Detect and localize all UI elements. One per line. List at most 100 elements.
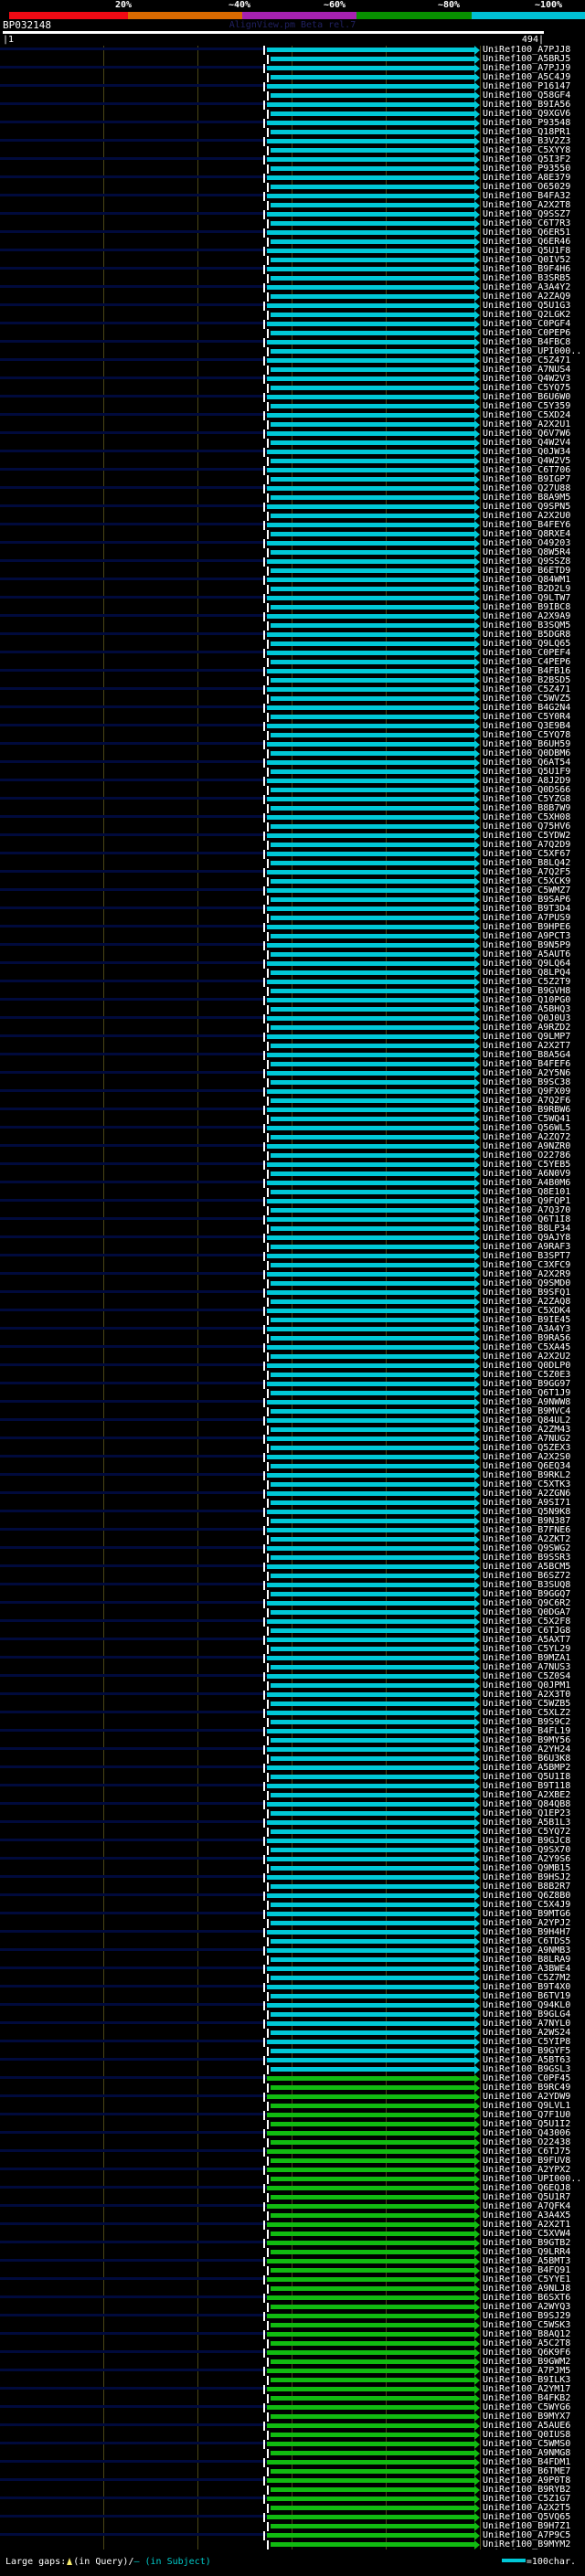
hsp-bar[interactable] [271, 2524, 474, 2528]
subject-label[interactable]: UniRef100_Q8LPQ4 [483, 968, 571, 978]
hsp-bar[interactable] [271, 2122, 474, 2126]
hsp-bar[interactable] [271, 2158, 474, 2163]
alignment-row[interactable]: UniRef100_Q43006 [0, 2128, 585, 2138]
hsp-bar[interactable] [267, 1272, 474, 1277]
alignment-row[interactable]: UniRef100_Q0DLP0 [0, 1361, 585, 1371]
alignment-row[interactable]: UniRef100_Q18PR1 [0, 127, 585, 137]
alignment-row[interactable]: UniRef100_UPI000.. [0, 2174, 585, 2184]
subject-label[interactable]: UniRef100_Q5U1I2 [483, 2119, 571, 2129]
subject-label[interactable]: UniRef100_Q84UL2 [483, 1415, 571, 1426]
subject-label[interactable]: UniRef100_C5YZG8 [483, 794, 571, 804]
alignment-row[interactable]: UniRef100_A7NUS4 [0, 365, 585, 375]
alignment-row[interactable]: UniRef100_A4B0M6 [0, 1178, 585, 1188]
subject-label[interactable]: UniRef100_A2ZAQ8 [483, 1297, 571, 1307]
alignment-row[interactable]: UniRef100_A2XBE2 [0, 1790, 585, 1800]
subject-label[interactable]: UniRef100_C5Z7M2 [483, 1973, 571, 1983]
subject-label[interactable]: UniRef100_B4FA32 [483, 191, 571, 201]
alignment-row[interactable]: UniRef100_B9GLG4 [0, 2009, 585, 2019]
hsp-bar[interactable] [271, 1354, 474, 1359]
hsp-bar[interactable] [271, 1519, 474, 1523]
alignment-row[interactable]: UniRef100_C5YEB5 [0, 1160, 585, 1170]
hsp-bar[interactable] [271, 934, 474, 938]
alignment-row[interactable]: UniRef100_Q0JPM1 [0, 1680, 585, 1691]
hsp-bar[interactable] [267, 504, 474, 509]
subject-label[interactable]: UniRef100_Q0DLP0 [483, 1361, 571, 1371]
subject-label[interactable]: UniRef100_Q5I3F2 [483, 154, 571, 164]
alignment-row[interactable]: UniRef100_A9SI71 [0, 1498, 585, 1508]
alignment-row[interactable]: UniRef100_C4PEP6 [0, 657, 585, 667]
hsp-bar[interactable] [267, 2350, 474, 2355]
hsp-bar[interactable] [271, 2487, 474, 2492]
alignment-row[interactable]: UniRef100_UPI000.. [0, 346, 585, 356]
subject-label[interactable]: UniRef100_C5XVW4 [483, 2229, 571, 2239]
hsp-bar[interactable] [267, 559, 474, 564]
subject-label[interactable]: UniRef100_A9SI71 [483, 1498, 571, 1508]
alignment-row[interactable]: UniRef100_C5Z0E3 [0, 1370, 585, 1380]
hsp-bar[interactable] [271, 2286, 474, 2291]
hsp-bar[interactable] [267, 1912, 474, 1916]
hsp-bar[interactable] [271, 1665, 474, 1670]
alignment-row[interactable]: UniRef100_C5WQ41 [0, 1114, 585, 1124]
alignment-row[interactable]: UniRef100_A2YPX2 [0, 2165, 585, 2175]
subject-label[interactable]: UniRef100_Q9LVL1 [483, 2101, 571, 2111]
subject-label[interactable]: UniRef100_Q5ZEX3 [483, 1443, 571, 1453]
alignment-row[interactable]: UniRef100_B6SXT6 [0, 2293, 585, 2303]
alignment-row[interactable]: UniRef100_A7PUS9 [0, 913, 585, 923]
subject-label[interactable]: UniRef100_B9MY56 [483, 1735, 571, 1745]
alignment-row[interactable]: UniRef100_Q27U88 [0, 483, 585, 493]
hsp-bar[interactable] [271, 879, 474, 884]
hsp-bar[interactable] [271, 495, 474, 500]
alignment-row[interactable]: UniRef100_B9RBW6 [0, 1105, 585, 1115]
subject-label[interactable]: UniRef100_A7NYL0 [483, 2019, 571, 2029]
hsp-bar[interactable] [267, 2168, 474, 2172]
alignment-row[interactable]: UniRef100_B8B2R7 [0, 1882, 585, 1892]
alignment-row[interactable]: UniRef100_A5BMT3 [0, 2256, 585, 2266]
alignment-row[interactable]: UniRef100_C5XTK3 [0, 1479, 585, 1489]
subject-label[interactable]: UniRef100_A7Q370 [483, 1205, 571, 1215]
subject-label[interactable]: UniRef100_Q9C6R2 [483, 1598, 571, 1608]
alignment-row[interactable]: UniRef100_B3SQM5 [0, 620, 585, 631]
hsp-bar[interactable] [271, 1373, 474, 1377]
hsp-bar[interactable] [267, 1966, 474, 1971]
alignment-row[interactable]: UniRef100_A9NZR0 [0, 1141, 585, 1151]
alignment-row[interactable]: UniRef100_C0PGF4 [0, 319, 585, 329]
subject-label[interactable]: UniRef100_B8LRA9 [483, 1955, 571, 1965]
subject-label[interactable]: UniRef100_B9HPE6 [483, 922, 571, 932]
alignment-row[interactable]: UniRef100_Q84QB8 [0, 1799, 585, 1809]
hsp-bar[interactable] [271, 1464, 474, 1468]
subject-label[interactable]: UniRef100_A2YPX2 [483, 2165, 571, 2175]
subject-label[interactable]: UniRef100_Q8W5R4 [483, 547, 571, 557]
subject-label[interactable]: UniRef100_Q6ER46 [483, 237, 571, 247]
subject-label[interactable]: UniRef100_Q0JPM1 [483, 1680, 571, 1691]
hsp-bar[interactable] [267, 1692, 474, 1697]
alignment-row[interactable]: UniRef100_C5Z0S4 [0, 1671, 585, 1681]
subject-label[interactable]: UniRef100_B8B7W9 [483, 803, 571, 813]
subject-label[interactable]: UniRef100_B9MVC4 [483, 1406, 571, 1416]
hsp-bar[interactable] [271, 1098, 474, 1103]
hsp-bar[interactable] [267, 760, 474, 765]
hsp-bar[interactable] [267, 596, 474, 600]
hsp-bar[interactable] [271, 331, 474, 335]
hsp-bar[interactable] [271, 1007, 474, 1012]
alignment-row[interactable]: UniRef100_Q9MB15 [0, 1863, 585, 1873]
alignment-row[interactable]: UniRef100_A2ZAQ9 [0, 292, 585, 302]
hsp-bar[interactable] [271, 111, 474, 116]
alignment-row[interactable]: UniRef100_B8A5G4 [0, 1050, 585, 1060]
hsp-bar[interactable] [267, 943, 474, 948]
alignment-row[interactable]: UniRef100_C5XVW4 [0, 2229, 585, 2239]
subject-label[interactable]: UniRef100_A2ZAQ9 [483, 292, 571, 302]
subject-label[interactable]: UniRef100_B9GG97 [483, 1379, 571, 1389]
alignment-row[interactable]: UniRef100_B8LRA9 [0, 1955, 585, 1965]
subject-label[interactable]: UniRef100_B9SSR3 [483, 1553, 571, 1563]
subject-label[interactable]: UniRef100_B4FL19 [483, 1726, 571, 1736]
alignment-row[interactable]: UniRef100_Q5VQ65 [0, 2512, 585, 2522]
alignment-row[interactable]: UniRef100_Q9LQ65 [0, 639, 585, 649]
alignment-row[interactable]: UniRef100_B9H7Z1 [0, 2521, 585, 2531]
subject-label[interactable]: UniRef100_A5AXT7 [483, 1635, 571, 1645]
hsp-bar[interactable] [267, 1601, 474, 1606]
hsp-bar[interactable] [267, 1985, 474, 1989]
alignment-row[interactable]: UniRef100_A2YPJ2 [0, 1918, 585, 1928]
subject-label[interactable]: UniRef100_C5XF67 [483, 849, 571, 859]
subject-label[interactable]: UniRef100_Q9FQP1 [483, 1196, 571, 1206]
alignment-row[interactable]: UniRef100_B9GWM2 [0, 2357, 585, 2367]
